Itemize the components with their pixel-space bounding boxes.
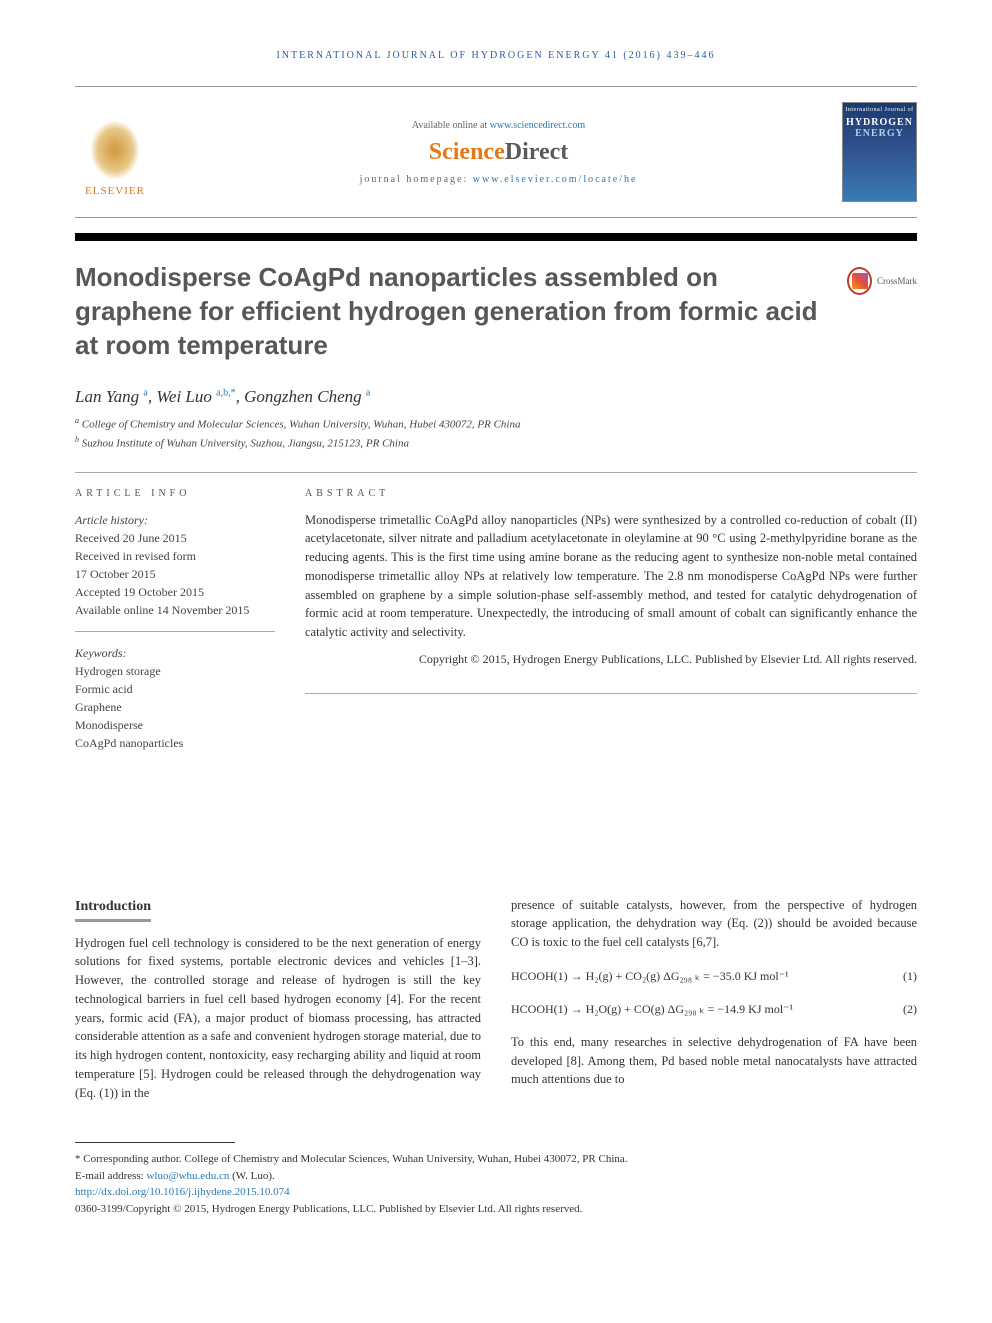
footer-separator bbox=[75, 1142, 235, 1143]
sciencedirect-link[interactable]: www.sciencedirect.com bbox=[490, 120, 585, 131]
email-label: E-mail address: bbox=[75, 1170, 146, 1182]
intro-paragraph: Hydrogen fuel cell technology is conside… bbox=[75, 934, 481, 1103]
corr-text: College of Chemistry and Molecular Scien… bbox=[182, 1153, 628, 1165]
publisher-name: ELSEVIER bbox=[85, 185, 145, 197]
crossmark-label: CrossMark bbox=[877, 276, 917, 286]
copyright-text: Copyright © 2015, Hydrogen Energy Public… bbox=[305, 650, 917, 668]
elsevier-tree-icon bbox=[90, 120, 140, 180]
author-2: Wei Luo bbox=[156, 387, 212, 406]
eq1-body: HCOOH(1) → H₂(g) + CO₂(g) ΔG₂₉₈ ₖ = −35.… bbox=[511, 967, 789, 985]
abstract-heading: ABSTRACT bbox=[305, 488, 917, 499]
header-center: Available online at www.sciencedirect.co… bbox=[155, 120, 842, 185]
crossmark-badge[interactable]: CrossMark bbox=[847, 261, 917, 301]
cover-energy: ENERGY bbox=[843, 128, 916, 139]
affiliation-a: a College of Chemistry and Molecular Sci… bbox=[75, 415, 917, 433]
author-list: Lan Yang a, Wei Luo a,b,*, Gongzhen Chen… bbox=[75, 387, 917, 407]
abstract-column: ABSTRACT Monodisperse trimetallic CoAgPd… bbox=[305, 488, 917, 776]
eq1-number: (1) bbox=[903, 967, 917, 985]
article-info-column: ARTICLE INFO Article history: Received 2… bbox=[75, 488, 275, 776]
article-history-block: Article history: Received 20 June 2015 R… bbox=[75, 511, 275, 632]
sciencedirect-logo: ScienceDirect bbox=[155, 139, 842, 166]
accepted-date: Accepted 19 October 2015 bbox=[75, 583, 275, 601]
affiliation-b: b Suzhou Institute of Wuhan University, … bbox=[75, 434, 917, 452]
author-3: Gongzhen Cheng bbox=[244, 387, 362, 406]
keyword-4: Monodisperse bbox=[75, 716, 275, 734]
eq2-body: HCOOH(1) → H₂O(g) + CO(g) ΔG₂₉₈ ₖ = −14.… bbox=[511, 1000, 793, 1018]
homepage-label: journal homepage: bbox=[360, 174, 473, 185]
received-date: Received 20 June 2015 bbox=[75, 529, 275, 547]
author-1-sup: a bbox=[143, 388, 147, 399]
abstract-divider bbox=[305, 693, 917, 694]
online-date: Available online 14 November 2015 bbox=[75, 601, 275, 619]
revised-line1: Received in revised form bbox=[75, 547, 275, 565]
right-paragraph-1: presence of suitable catalysts, however,… bbox=[511, 896, 917, 952]
keyword-3: Graphene bbox=[75, 698, 275, 716]
publisher-logo: ELSEVIER bbox=[75, 107, 155, 197]
body-columns: Introduction Hydrogen fuel cell technolo… bbox=[75, 896, 917, 1103]
cover-subtitle: International Journal of bbox=[843, 103, 916, 117]
affiliations: a College of Chemistry and Molecular Sci… bbox=[75, 415, 917, 451]
keywords-label: Keywords: bbox=[75, 644, 275, 662]
footer-block: * Corresponding author. College of Chemi… bbox=[75, 1151, 917, 1217]
right-column: presence of suitable catalysts, however,… bbox=[511, 896, 917, 1103]
email-link[interactable]: wluo@whu.edu.cn bbox=[146, 1170, 229, 1182]
available-label: Available online at bbox=[412, 120, 490, 131]
equation-1: HCOOH(1) → H₂(g) + CO₂(g) ΔG₂₉₈ ₖ = −35.… bbox=[511, 967, 917, 985]
divider-bar bbox=[75, 233, 917, 241]
cover-hydrogen: HYDROGEN bbox=[843, 117, 916, 128]
right-paragraph-2: To this end, many researches in selectiv… bbox=[511, 1033, 917, 1089]
author-1: Lan Yang bbox=[75, 387, 139, 406]
author-2-sup: a,b,* bbox=[216, 388, 235, 399]
equation-2: HCOOH(1) → H₂O(g) + CO(g) ΔG₂₉₈ ₖ = −14.… bbox=[511, 1000, 917, 1018]
history-label: Article history: bbox=[75, 511, 275, 529]
keyword-5: CoAgPd nanoparticles bbox=[75, 734, 275, 752]
keyword-2: Formic acid bbox=[75, 680, 275, 698]
journal-header: ELSEVIER Available online at www.science… bbox=[75, 86, 917, 218]
email-suffix: (W. Luo). bbox=[229, 1170, 274, 1182]
abstract-text: Monodisperse trimetallic CoAgPd alloy na… bbox=[305, 511, 917, 642]
sd-logo-orange: Science bbox=[429, 139, 505, 165]
issn-copyright: 0360-3199/Copyright © 2015, Hydrogen Ene… bbox=[75, 1201, 917, 1218]
crossmark-icon bbox=[847, 267, 872, 295]
running-header: INTERNATIONAL JOURNAL OF HYDROGEN ENERGY… bbox=[75, 50, 917, 61]
corr-label: * Corresponding author. bbox=[75, 1153, 182, 1165]
affiliation-b-text: Suzhou Institute of Wuhan University, Su… bbox=[82, 437, 409, 449]
revised-line2: 17 October 2015 bbox=[75, 565, 275, 583]
eq2-number: (2) bbox=[903, 1000, 917, 1018]
divider bbox=[75, 472, 917, 473]
corresponding-author: * Corresponding author. College of Chemi… bbox=[75, 1151, 917, 1168]
article-title: Monodisperse CoAgPd nanoparticles assemb… bbox=[75, 261, 847, 362]
introduction-heading: Introduction bbox=[75, 896, 151, 922]
keyword-1: Hydrogen storage bbox=[75, 662, 275, 680]
homepage-link[interactable]: www.elsevier.com/locate/he bbox=[473, 174, 638, 185]
keywords-block: Keywords: Hydrogen storage Formic acid G… bbox=[75, 644, 275, 764]
journal-cover-thumbnail: International Journal of HYDROGEN ENERGY bbox=[842, 102, 917, 202]
email-line: E-mail address: wluo@whu.edu.cn (W. Luo)… bbox=[75, 1168, 917, 1185]
crossmark-inner-icon bbox=[852, 273, 868, 289]
journal-homepage: journal homepage: www.elsevier.com/locat… bbox=[155, 174, 842, 185]
doi-link[interactable]: http://dx.doi.org/10.1016/j.ijhydene.201… bbox=[75, 1184, 917, 1201]
article-info-heading: ARTICLE INFO bbox=[75, 488, 275, 499]
author-3-sup: a bbox=[366, 388, 370, 399]
available-online-text: Available online at www.sciencedirect.co… bbox=[155, 120, 842, 131]
left-column: Introduction Hydrogen fuel cell technolo… bbox=[75, 896, 481, 1103]
affiliation-a-text: College of Chemistry and Molecular Scien… bbox=[82, 419, 521, 431]
sd-logo-gray: Direct bbox=[505, 139, 569, 165]
